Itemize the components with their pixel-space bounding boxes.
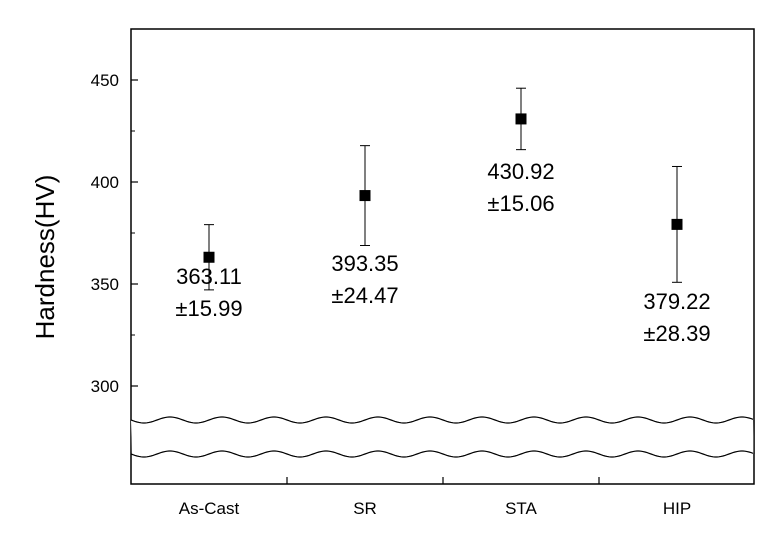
plot-frame	[130, 28, 755, 485]
data-label-value-hip: 379.22	[643, 289, 710, 314]
x-tick-label-sta: STA	[505, 499, 537, 518]
x-tick-label-as-cast: As-Cast	[179, 499, 240, 518]
axis-break-fill	[131, 417, 754, 457]
y-axis: 300 350 400 450	[91, 71, 138, 396]
data-label-value-sr: 393.35	[331, 251, 398, 276]
axis-break-top-wave	[130, 416, 754, 424]
x-axis: As-Cast SR STA HIP	[179, 477, 691, 518]
x-tick-label-sr: SR	[353, 499, 377, 518]
data-label-error-hip: ±28.39	[643, 321, 710, 346]
data-label-value-sta: 430.92	[487, 159, 554, 184]
axis-break	[130, 416, 755, 458]
data-point-hip	[671, 218, 683, 230]
y-axis-title: Hardness(HV)	[30, 175, 60, 340]
data-point-sr	[359, 190, 371, 202]
data-label-error-sr: ±24.47	[331, 283, 398, 308]
data-label-error-as-cast: ±15.99	[175, 296, 242, 321]
y-tick-label-300: 300	[91, 377, 119, 396]
data-point-as-cast	[203, 251, 215, 263]
data-label-value-as-cast: 363.11	[176, 264, 242, 289]
y-tick-label-400: 400	[91, 173, 119, 192]
y-tick-label-350: 350	[91, 275, 119, 294]
x-tick-label-hip: HIP	[663, 499, 691, 518]
data-series: 363.11 ±15.99 393.35 ±24.47 430.92 ±15.06 379.…	[175, 87, 711, 346]
data-point-sta	[515, 113, 527, 125]
data-label-error-sta: ±15.06	[487, 191, 554, 216]
axis-break-bottom-wave	[130, 450, 754, 458]
y-tick-label-450: 450	[91, 71, 119, 90]
